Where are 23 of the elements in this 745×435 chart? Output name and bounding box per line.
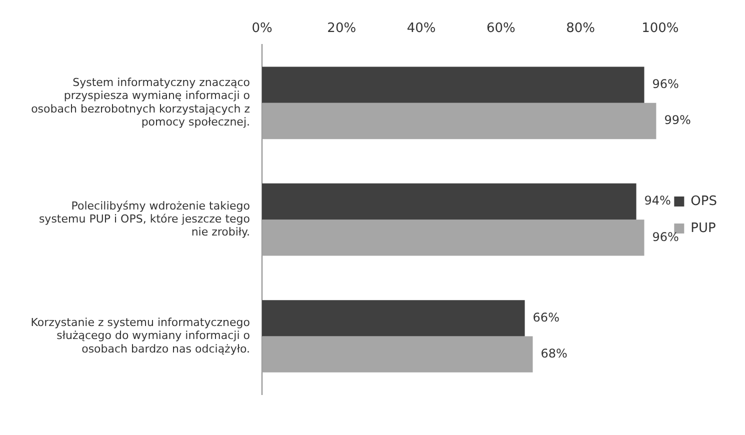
data-label: 68% (540, 346, 568, 360)
data-label: 96% (652, 230, 679, 244)
legend-label: OPS (690, 194, 718, 209)
x-tick-label: 100% (642, 21, 679, 36)
x-tick-label: 0% (252, 21, 272, 36)
x-tick-label: 60% (486, 21, 516, 36)
bar (262, 102, 656, 140)
bar (262, 300, 525, 336)
y-tick-label: Korzystanie z systemu informatycznego służącego do wymiany informacji o osobach bardzo nas odciążyło. (30, 316, 250, 356)
data-label: 96% (652, 76, 679, 91)
data-label: 99% (664, 113, 691, 128)
legend-label: PUP (690, 220, 716, 236)
bar (262, 220, 644, 256)
y-tick-label: System informatyczny znacząco przyspiesza wymianę informacji o osobach bezrobotnych korzystających z pomocy społecznej. (31, 76, 250, 129)
x-tick-label: 20% (327, 21, 356, 36)
bar (262, 66, 644, 103)
x-tick-label: 80% (566, 21, 595, 36)
y-tick-label: Polecilibyśmy wdrożenie takiego systemu PUP i OPS, które jeszcze tego nie zrobiły. (38, 199, 250, 239)
bar (262, 183, 636, 220)
data-label: 94% (644, 194, 671, 208)
bar (262, 336, 533, 372)
data-label: 66% (532, 310, 560, 324)
x-tick-label: 40% (406, 21, 436, 36)
